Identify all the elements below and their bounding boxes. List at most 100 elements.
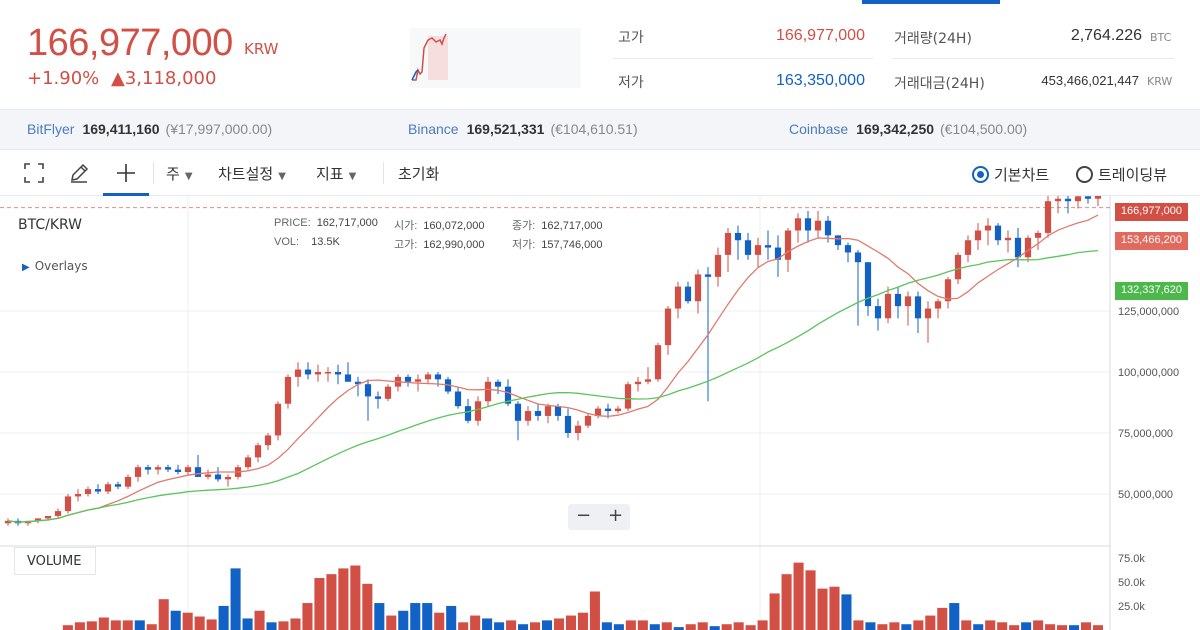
volume-bar (374, 603, 385, 630)
candle-body (244, 457, 252, 468)
volume-bar (709, 626, 720, 630)
exchange-coinbase[interactable]: Coinbase 169,342,250 (€104,500.00) (789, 121, 1027, 137)
volume-bar (530, 622, 541, 630)
volume-bar (925, 615, 936, 630)
volume-24h-unit: BTC (1150, 31, 1172, 44)
expand-triangle-icon: ▶ (22, 262, 30, 273)
high-label: 고가 (618, 30, 644, 46)
volume-bar (1033, 620, 1044, 630)
volume-bar (769, 593, 780, 630)
overlays-toggle[interactable]: ▶ Overlays (22, 259, 88, 273)
exchange-name: BitFlyer (27, 121, 75, 137)
volume-bar (218, 605, 229, 630)
candle-body (924, 308, 932, 319)
zoom-out-button[interactable]: − (576, 505, 592, 526)
candlestick-chart-canvas[interactable]: 125,000,000 100,000,000 75,000,000 50,000,0… (0, 184, 1200, 630)
candle-body (624, 384, 632, 409)
candle-body (424, 374, 432, 380)
candle-body (524, 411, 532, 421)
candle-body (734, 232, 742, 241)
volume-bar (877, 624, 888, 630)
candle-body (694, 274, 702, 302)
candle-body (844, 245, 852, 253)
candle-body (34, 518, 42, 521)
candle-body (474, 401, 482, 421)
volume-bar (518, 624, 529, 630)
candle-body (1074, 196, 1082, 202)
volume-bar (613, 624, 624, 630)
candle-body (194, 467, 202, 477)
volume-bar (1057, 625, 1068, 630)
volume-bar (829, 586, 840, 630)
volume-bar (458, 622, 469, 630)
candle-body (834, 235, 842, 246)
volume-bar (901, 624, 912, 630)
volume-bar (685, 624, 696, 630)
volume-axis-tick-label: 25.0k (1118, 601, 1145, 613)
draw-pencil-icon[interactable] (68, 162, 90, 184)
volume-bar (86, 621, 97, 630)
exchange-binance[interactable]: Binance 169,521,331 (€104,610.51) (408, 121, 638, 137)
chart-settings-dropdown[interactable]: 차트설정 ▼ (218, 163, 286, 184)
candle-body (564, 415, 572, 433)
candle-body (284, 376, 292, 404)
amount-24h-unit: KRW (1147, 75, 1173, 88)
volume-bar (565, 615, 576, 630)
ohlc-value: 162,717,000 (316, 217, 378, 229)
candle-body (164, 467, 172, 470)
candle-body (684, 286, 692, 302)
stat-divider (613, 58, 873, 59)
active-tab-indicator (862, 0, 1000, 4)
candle-body (884, 293, 892, 319)
ticker-header: 166,977,000 KRW +1.90% ▲3,118,000 고가 166… (0, 0, 1200, 110)
period-dropdown[interactable]: 주 ▼ (166, 163, 193, 184)
candle-body (664, 308, 672, 346)
candle-body (334, 372, 342, 375)
y-axis-tick-label: 50,000,000 (1118, 489, 1173, 501)
volume-bar (482, 618, 493, 630)
exchange-foreign-price: (¥17,997,000.00) (165, 121, 273, 137)
ohlc-label: VOL: (274, 236, 300, 248)
ohlc-label: 시가: (394, 220, 418, 232)
volume-bar (1069, 625, 1080, 630)
candle-body (84, 489, 92, 494)
volume-bar (446, 605, 457, 630)
candle-body (944, 279, 952, 302)
basic-chart-radio[interactable]: 기본차트 (972, 164, 1049, 185)
price-chart[interactable]: 125,000,000 100,000,000 75,000,000 50,000,0… (0, 184, 1200, 630)
candle-body (914, 296, 922, 319)
toolbar-divider (153, 162, 154, 184)
candle-body (954, 254, 962, 280)
indicators-dropdown[interactable]: 지표 ▼ (316, 163, 356, 184)
toolbar-divider (383, 162, 384, 184)
volume-bar (506, 620, 517, 630)
change-percent: +1.90% (27, 68, 100, 89)
ohlc-open: 시가: 160,072,000 (394, 217, 484, 233)
amount-24h-label: 거래대금(24H) (894, 76, 985, 92)
volume-bar (98, 617, 109, 630)
crosshair-icon[interactable] (115, 162, 137, 184)
price-change: +1.90% ▲3,118,000 (27, 68, 216, 89)
zoom-in-button[interactable]: + (608, 505, 624, 526)
exchange-foreign-price: (€104,610.51) (550, 121, 638, 137)
candle-body (994, 225, 1002, 241)
tradingview-radio[interactable]: 트레이딩뷰 (1076, 164, 1167, 185)
ohlc-volume: VOL: 13.5K (274, 236, 340, 248)
volume-bar (985, 620, 996, 630)
exchange-bitflyer[interactable]: BitFlyer 169,411,160 (¥17,997,000.00) (27, 121, 272, 137)
moving-average-slow (7, 249, 1099, 523)
volume-bar (637, 620, 648, 630)
exchange-name: Coinbase (789, 121, 849, 137)
candle-body (514, 403, 522, 421)
candle-body (174, 469, 182, 473)
ohlc-value: 160,072,000 (423, 220, 485, 232)
volume-bar (805, 570, 816, 630)
reset-button[interactable]: 초기화 (398, 165, 440, 183)
sparkline-chart (410, 28, 581, 88)
fullscreen-icon[interactable] (23, 162, 45, 184)
candle-body (204, 474, 212, 477)
moving-average-fast (7, 214, 1099, 523)
volume-bar (589, 591, 600, 630)
candle-body (984, 225, 992, 231)
volume-bar (733, 622, 744, 630)
